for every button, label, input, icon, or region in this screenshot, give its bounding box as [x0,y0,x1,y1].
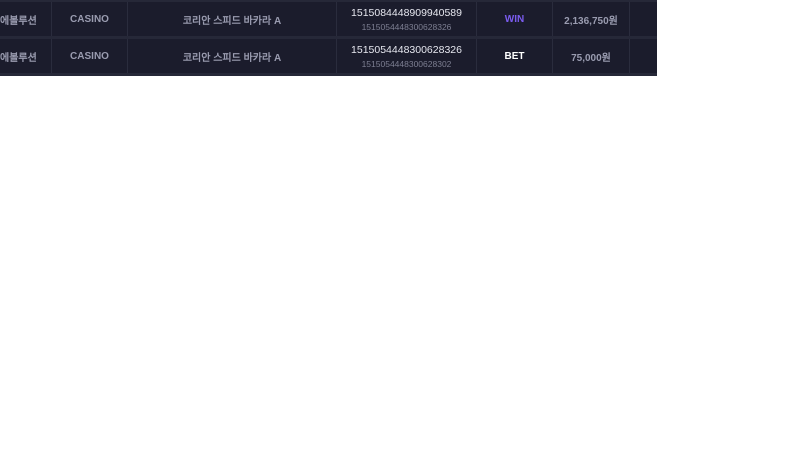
ref-id: 1515054448300628302 [361,58,452,69]
type-cell: WIN [477,2,553,36]
empty-cell [630,39,657,73]
provider-cell: 에볼루션 [0,2,52,36]
type-cell: BET [477,39,553,73]
category-cell: CASINO [52,2,128,36]
id-cell: 1515054448300628326 1515054448300628302 [337,39,477,73]
ref-id: 1515054448300628326 [361,21,452,32]
table-row: 에볼루션 CASINO 코리안 스피드 바카라 A 15150544483006… [0,39,657,73]
empty-cell [630,2,657,36]
amount-cell: 75,000원 [553,39,630,73]
game-cell: 코리안 스피드 바카라 A [128,39,337,73]
transactions-table: 에볼루션 CASINO 코리안 스피드 바카라 A 15150844489099… [0,0,657,76]
id-cell: 1515084448909940589 1515054448300628326 [337,2,477,36]
transaction-id: 1515084448909940589 [351,6,462,19]
provider-cell: 에볼루션 [0,39,52,73]
amount-cell: 2,136,750원 [553,2,630,36]
transaction-id: 1515054448300628326 [351,43,462,56]
table-row: 에볼루션 CASINO 코리안 스피드 바카라 A 15150844489099… [0,2,657,36]
game-cell: 코리안 스피드 바카라 A [128,2,337,36]
category-cell: CASINO [52,39,128,73]
